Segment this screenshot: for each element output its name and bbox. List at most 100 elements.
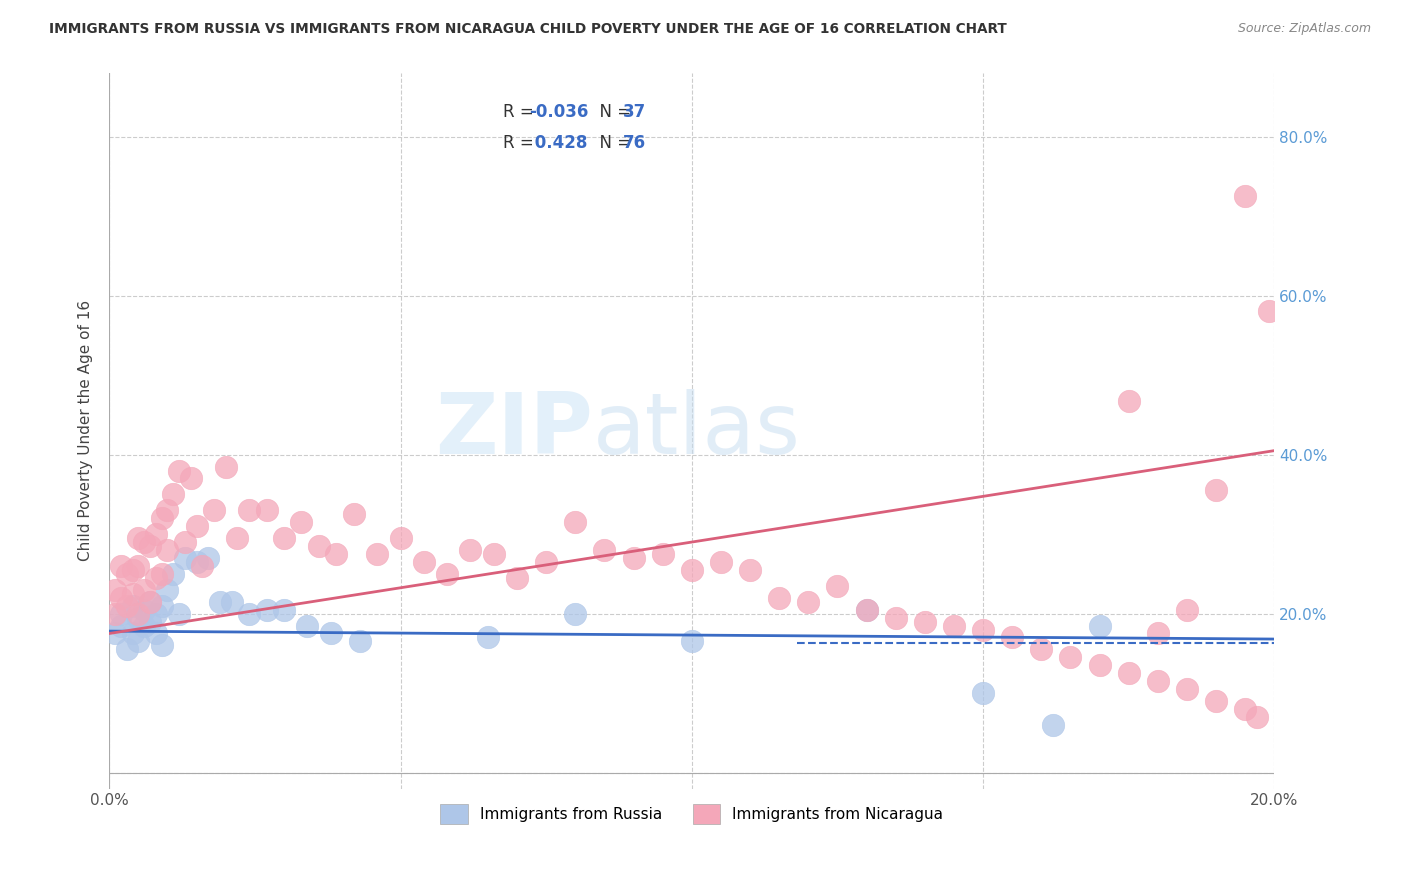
Point xyxy=(115,566,138,581)
Point xyxy=(914,615,936,629)
Point xyxy=(273,531,295,545)
Point xyxy=(884,610,907,624)
Point xyxy=(477,631,499,645)
Point xyxy=(942,618,965,632)
Point xyxy=(482,547,505,561)
Point xyxy=(290,515,312,529)
Point xyxy=(226,531,249,545)
Point xyxy=(115,599,138,613)
Point xyxy=(681,634,703,648)
Text: N =: N = xyxy=(589,134,637,152)
Point xyxy=(121,626,143,640)
Point xyxy=(150,599,173,613)
Point xyxy=(1246,710,1268,724)
Text: 37: 37 xyxy=(623,103,647,121)
Point xyxy=(145,527,167,541)
Point xyxy=(1031,642,1053,657)
Point xyxy=(389,531,412,545)
Point xyxy=(115,642,138,657)
Point xyxy=(150,566,173,581)
Point xyxy=(221,595,243,609)
Point xyxy=(797,595,820,609)
Point xyxy=(256,602,278,616)
Point xyxy=(167,463,190,477)
Point xyxy=(349,634,371,648)
Point xyxy=(156,503,179,517)
Point xyxy=(972,686,994,700)
Point xyxy=(156,582,179,597)
Point xyxy=(145,571,167,585)
Point xyxy=(681,563,703,577)
Text: Source: ZipAtlas.com: Source: ZipAtlas.com xyxy=(1237,22,1371,36)
Point xyxy=(1088,618,1111,632)
Point xyxy=(202,503,225,517)
Point xyxy=(1175,602,1198,616)
Point xyxy=(1118,666,1140,681)
Point xyxy=(104,626,127,640)
Point xyxy=(238,607,260,621)
Point xyxy=(1147,674,1170,689)
Point xyxy=(256,503,278,517)
Text: -0.036: -0.036 xyxy=(529,103,588,121)
Point xyxy=(768,591,790,605)
Point xyxy=(156,543,179,558)
Point xyxy=(150,639,173,653)
Point xyxy=(1042,718,1064,732)
Legend: Immigrants from Russia, Immigrants from Nicaragua: Immigrants from Russia, Immigrants from … xyxy=(429,794,955,835)
Point xyxy=(139,595,162,609)
Point xyxy=(134,602,156,616)
Y-axis label: Child Poverty Under the Age of 16: Child Poverty Under the Age of 16 xyxy=(79,301,93,561)
Point xyxy=(273,602,295,616)
Point xyxy=(145,626,167,640)
Point xyxy=(104,607,127,621)
Text: 0.428: 0.428 xyxy=(529,134,588,152)
Point xyxy=(127,558,149,573)
Text: N =: N = xyxy=(589,103,637,121)
Point xyxy=(308,539,330,553)
Text: R =: R = xyxy=(503,103,538,121)
Point xyxy=(436,566,458,581)
Point xyxy=(127,634,149,648)
Point xyxy=(1118,393,1140,408)
Point xyxy=(366,547,388,561)
Point xyxy=(1001,631,1024,645)
Point xyxy=(412,555,434,569)
Point xyxy=(139,539,162,553)
Point xyxy=(150,511,173,525)
Point xyxy=(186,519,208,533)
Text: R =: R = xyxy=(503,134,538,152)
Text: 76: 76 xyxy=(623,134,647,152)
Point xyxy=(174,551,197,566)
Point xyxy=(238,503,260,517)
Point xyxy=(167,607,190,621)
Point xyxy=(1147,626,1170,640)
Point xyxy=(710,555,733,569)
Point xyxy=(180,471,202,485)
Point xyxy=(738,563,761,577)
Point xyxy=(506,571,529,585)
Point xyxy=(197,551,219,566)
Point xyxy=(325,547,347,561)
Point xyxy=(460,543,482,558)
Point xyxy=(145,607,167,621)
Point xyxy=(110,591,132,605)
Point xyxy=(972,623,994,637)
Point xyxy=(855,602,877,616)
Point xyxy=(162,566,184,581)
Point xyxy=(110,607,132,621)
Point xyxy=(623,551,645,566)
Point xyxy=(1088,658,1111,673)
Point xyxy=(208,595,231,609)
Point xyxy=(651,547,673,561)
Point xyxy=(1234,189,1257,203)
Point xyxy=(121,563,143,577)
Point xyxy=(121,599,143,613)
Point xyxy=(1257,304,1279,318)
Point xyxy=(593,543,616,558)
Point xyxy=(127,531,149,545)
Point xyxy=(1205,483,1227,498)
Point xyxy=(827,579,849,593)
Point xyxy=(127,610,149,624)
Point xyxy=(1059,650,1081,665)
Point xyxy=(174,535,197,549)
